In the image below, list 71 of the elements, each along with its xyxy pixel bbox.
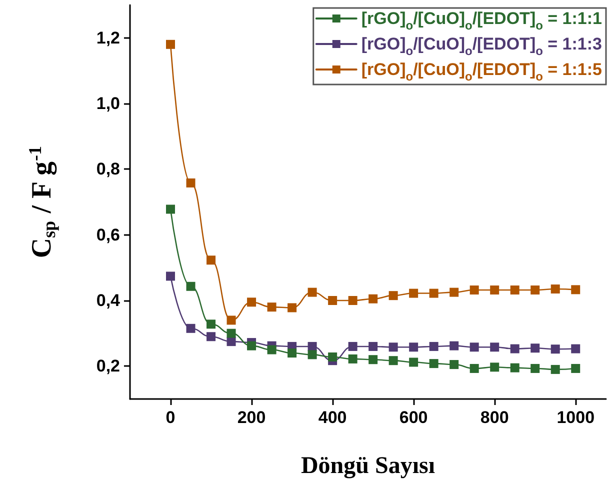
x-tick-label: 400 [318,408,347,427]
point [530,364,540,373]
y-tick-label: 1,0 [96,94,120,113]
point [429,342,438,351]
point [450,341,459,350]
point [450,360,459,370]
point [247,298,256,307]
y-tick-label: 0,2 [96,356,120,376]
point [571,364,580,373]
point [429,359,438,368]
point [470,342,479,352]
point [206,256,216,265]
point [550,364,560,374]
point [550,344,560,354]
point [348,296,358,305]
point [328,352,338,362]
y-axis-title: Csp / F g-1 [25,146,59,258]
point [530,344,540,353]
point [530,285,540,294]
point [206,332,216,342]
point [186,178,196,188]
point [226,316,236,325]
point [490,285,500,294]
point [206,320,216,329]
point [510,363,520,372]
x-axis-title: Döngü Sayısı [300,453,436,479]
point [267,302,276,312]
y-tick-label: 0,8 [96,160,120,179]
point [490,362,500,372]
x-tick-label: 800 [480,408,509,427]
point [348,354,358,364]
point [166,272,176,281]
point [490,342,500,352]
point [166,40,176,49]
point [388,342,398,352]
point [368,294,378,304]
point [247,341,256,350]
point [288,303,297,312]
point [571,344,580,354]
y-tick-label: 0,6 [96,225,120,244]
point [226,328,236,338]
x-tick-label: 200 [237,408,266,427]
x-tick-label: 600 [399,408,428,427]
point [409,342,418,352]
y-tick-label: 1,2 [96,28,120,48]
point [388,356,398,366]
point [368,342,378,351]
point [450,288,459,297]
point [186,282,196,291]
point [571,285,580,294]
point [308,350,317,360]
point [267,345,276,354]
point [470,364,479,373]
point [186,324,196,333]
x-tick-label: 1000 [556,408,595,427]
point [550,284,560,294]
point [429,288,438,298]
point [166,204,176,214]
point [368,355,378,364]
y-tick-label: 0,4 [96,291,121,310]
point [409,288,418,298]
point [328,296,338,305]
point [510,344,520,354]
point [510,285,520,294]
point [388,291,398,300]
x-tick-label: 0 [166,408,176,427]
point [470,285,479,294]
point [409,358,418,367]
point [288,348,297,358]
point [308,288,317,297]
point [348,342,358,351]
